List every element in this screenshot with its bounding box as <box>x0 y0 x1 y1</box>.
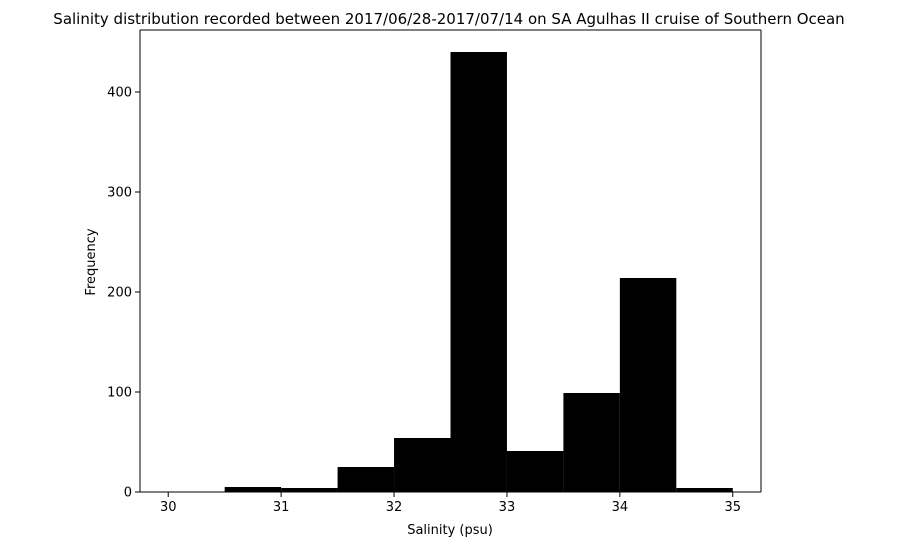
histogram-bar <box>337 467 395 492</box>
x-axis-label: Salinity (psu) <box>407 523 493 538</box>
histogram-bar <box>619 278 677 492</box>
histogram-bar <box>224 487 282 492</box>
histogram-bars <box>224 52 733 492</box>
x-tick-label: 32 <box>386 500 403 515</box>
y-tick-label: 300 <box>107 186 132 201</box>
chart-title: Salinity distribution recorded between 2… <box>53 10 844 28</box>
x-tick-label: 31 <box>273 500 290 515</box>
plot-frame <box>139 29 762 493</box>
x-tick-label: 34 <box>612 500 629 515</box>
histogram-bar <box>676 488 733 492</box>
y-tick-label: 200 <box>107 286 132 301</box>
y-tick-label: 0 <box>124 486 132 501</box>
y-axis-ticks: 0 100 200 300 400 <box>107 86 140 501</box>
histogram-bar <box>281 488 338 492</box>
y-tick-label: 400 <box>107 86 132 101</box>
y-tick-label: 100 <box>107 386 132 401</box>
x-tick-label: 35 <box>724 500 741 515</box>
histogram-bar <box>394 438 451 492</box>
histogram-bar <box>506 451 564 492</box>
histogram-bar <box>563 393 620 492</box>
y-axis-label: Frequency <box>84 228 99 295</box>
x-axis-ticks: 30 31 32 33 34 35 <box>160 492 741 515</box>
x-tick-label: 30 <box>160 500 177 515</box>
histogram-bar <box>450 52 507 492</box>
x-tick-label: 33 <box>499 500 516 515</box>
